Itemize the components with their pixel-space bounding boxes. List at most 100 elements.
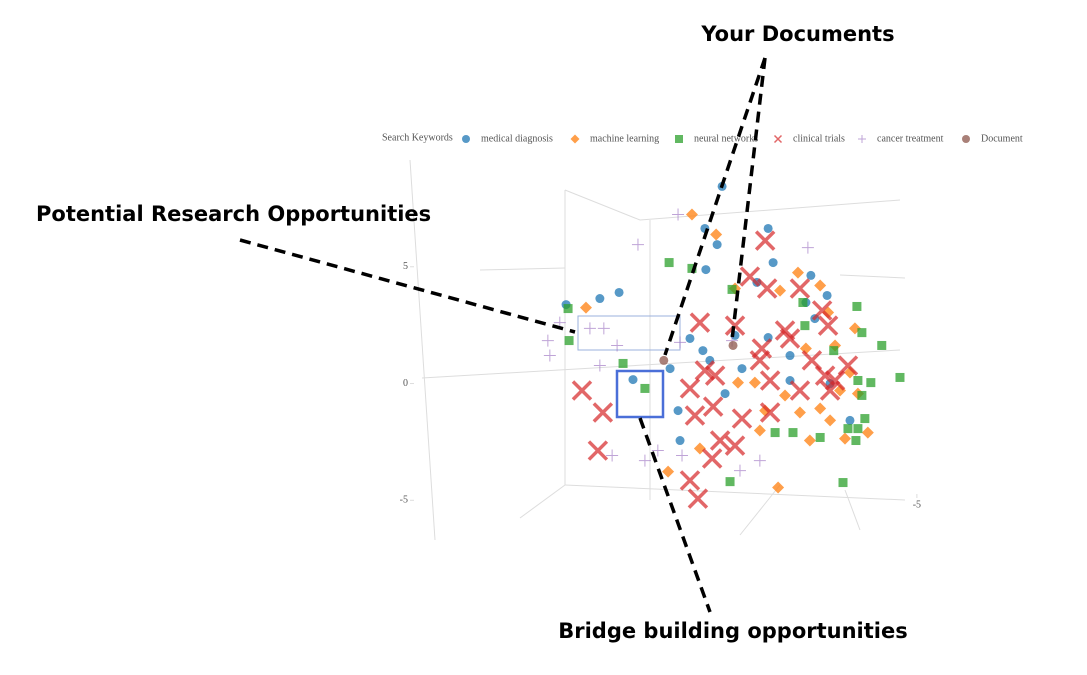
legend-swatch [858, 135, 866, 143]
point [587, 440, 609, 461]
point [593, 359, 606, 372]
legend-title: Search Keywords [382, 132, 453, 143]
point [689, 312, 711, 333]
legend-swatch [570, 134, 580, 144]
point [861, 426, 874, 439]
point [727, 284, 737, 294]
legend-label: medical diagnosis [481, 133, 553, 144]
point [685, 208, 698, 221]
point [733, 464, 746, 477]
point [583, 322, 596, 335]
legend: medical diagnosis machine learning neural … [462, 133, 1023, 144]
point [611, 339, 624, 352]
point [698, 346, 708, 356]
point [845, 415, 855, 425]
point [628, 375, 638, 385]
point [662, 465, 675, 478]
point [739, 266, 761, 287]
point [731, 408, 753, 429]
annotation: Bridge building opportunities [558, 619, 907, 643]
legend-label: machine learning [590, 133, 659, 144]
point [829, 346, 839, 356]
point [866, 378, 876, 388]
point [597, 322, 610, 335]
point [687, 488, 709, 509]
point [748, 376, 761, 389]
point [853, 375, 863, 385]
legend-label: Document [981, 133, 1023, 144]
point [704, 365, 726, 386]
point [814, 365, 836, 386]
point [709, 430, 731, 451]
point [579, 301, 592, 314]
point [853, 424, 863, 434]
point [770, 428, 780, 438]
legend-swatch [962, 135, 970, 143]
legend-label: clinical trials [793, 133, 845, 144]
point [824, 370, 846, 391]
3d-grid [409, 159, 906, 541]
point [789, 278, 811, 299]
point [789, 380, 811, 401]
point [791, 266, 804, 279]
point [774, 284, 787, 297]
point [759, 370, 781, 391]
point [543, 349, 556, 362]
point [674, 336, 687, 349]
point [684, 405, 706, 426]
point [679, 378, 701, 399]
point [728, 340, 738, 350]
point [877, 340, 887, 350]
annotation-line [239, 238, 576, 334]
point [801, 241, 814, 254]
point [679, 470, 701, 491]
bridge-box [615, 369, 665, 419]
research-box [577, 315, 681, 351]
legend-label: neural networks [694, 133, 758, 144]
point [712, 240, 722, 250]
point [857, 390, 867, 400]
point [563, 304, 573, 314]
point [614, 287, 624, 297]
point [701, 448, 723, 469]
point [685, 333, 695, 343]
point [815, 432, 825, 442]
point [817, 315, 839, 336]
annotation-line [638, 417, 712, 613]
point [763, 223, 773, 233]
y-tick-label: 0 [403, 378, 408, 389]
point [759, 402, 781, 423]
point [798, 297, 808, 307]
point [701, 265, 711, 275]
legend-label: cancer treatment [877, 133, 944, 144]
point [753, 454, 766, 467]
annotation: Your Documents [700, 22, 894, 46]
point [720, 389, 730, 399]
point [659, 355, 669, 365]
point [811, 300, 833, 321]
point [749, 350, 771, 371]
point [732, 376, 744, 389]
point [857, 328, 867, 338]
point [768, 258, 778, 268]
legend-swatch [675, 135, 683, 143]
point [803, 434, 816, 447]
point [814, 279, 827, 292]
point [824, 414, 837, 427]
annotation-line [663, 57, 767, 356]
point [851, 436, 861, 446]
point [737, 364, 747, 374]
point [838, 478, 848, 488]
point [806, 270, 816, 280]
point [618, 358, 628, 368]
point [631, 238, 644, 251]
y-tick-label: 5 [403, 261, 408, 272]
point [754, 230, 776, 251]
y-tick-label: -5 [400, 495, 408, 506]
point [595, 294, 605, 304]
marks [541, 181, 905, 509]
point [800, 321, 810, 331]
point [592, 402, 614, 423]
point [753, 424, 766, 437]
